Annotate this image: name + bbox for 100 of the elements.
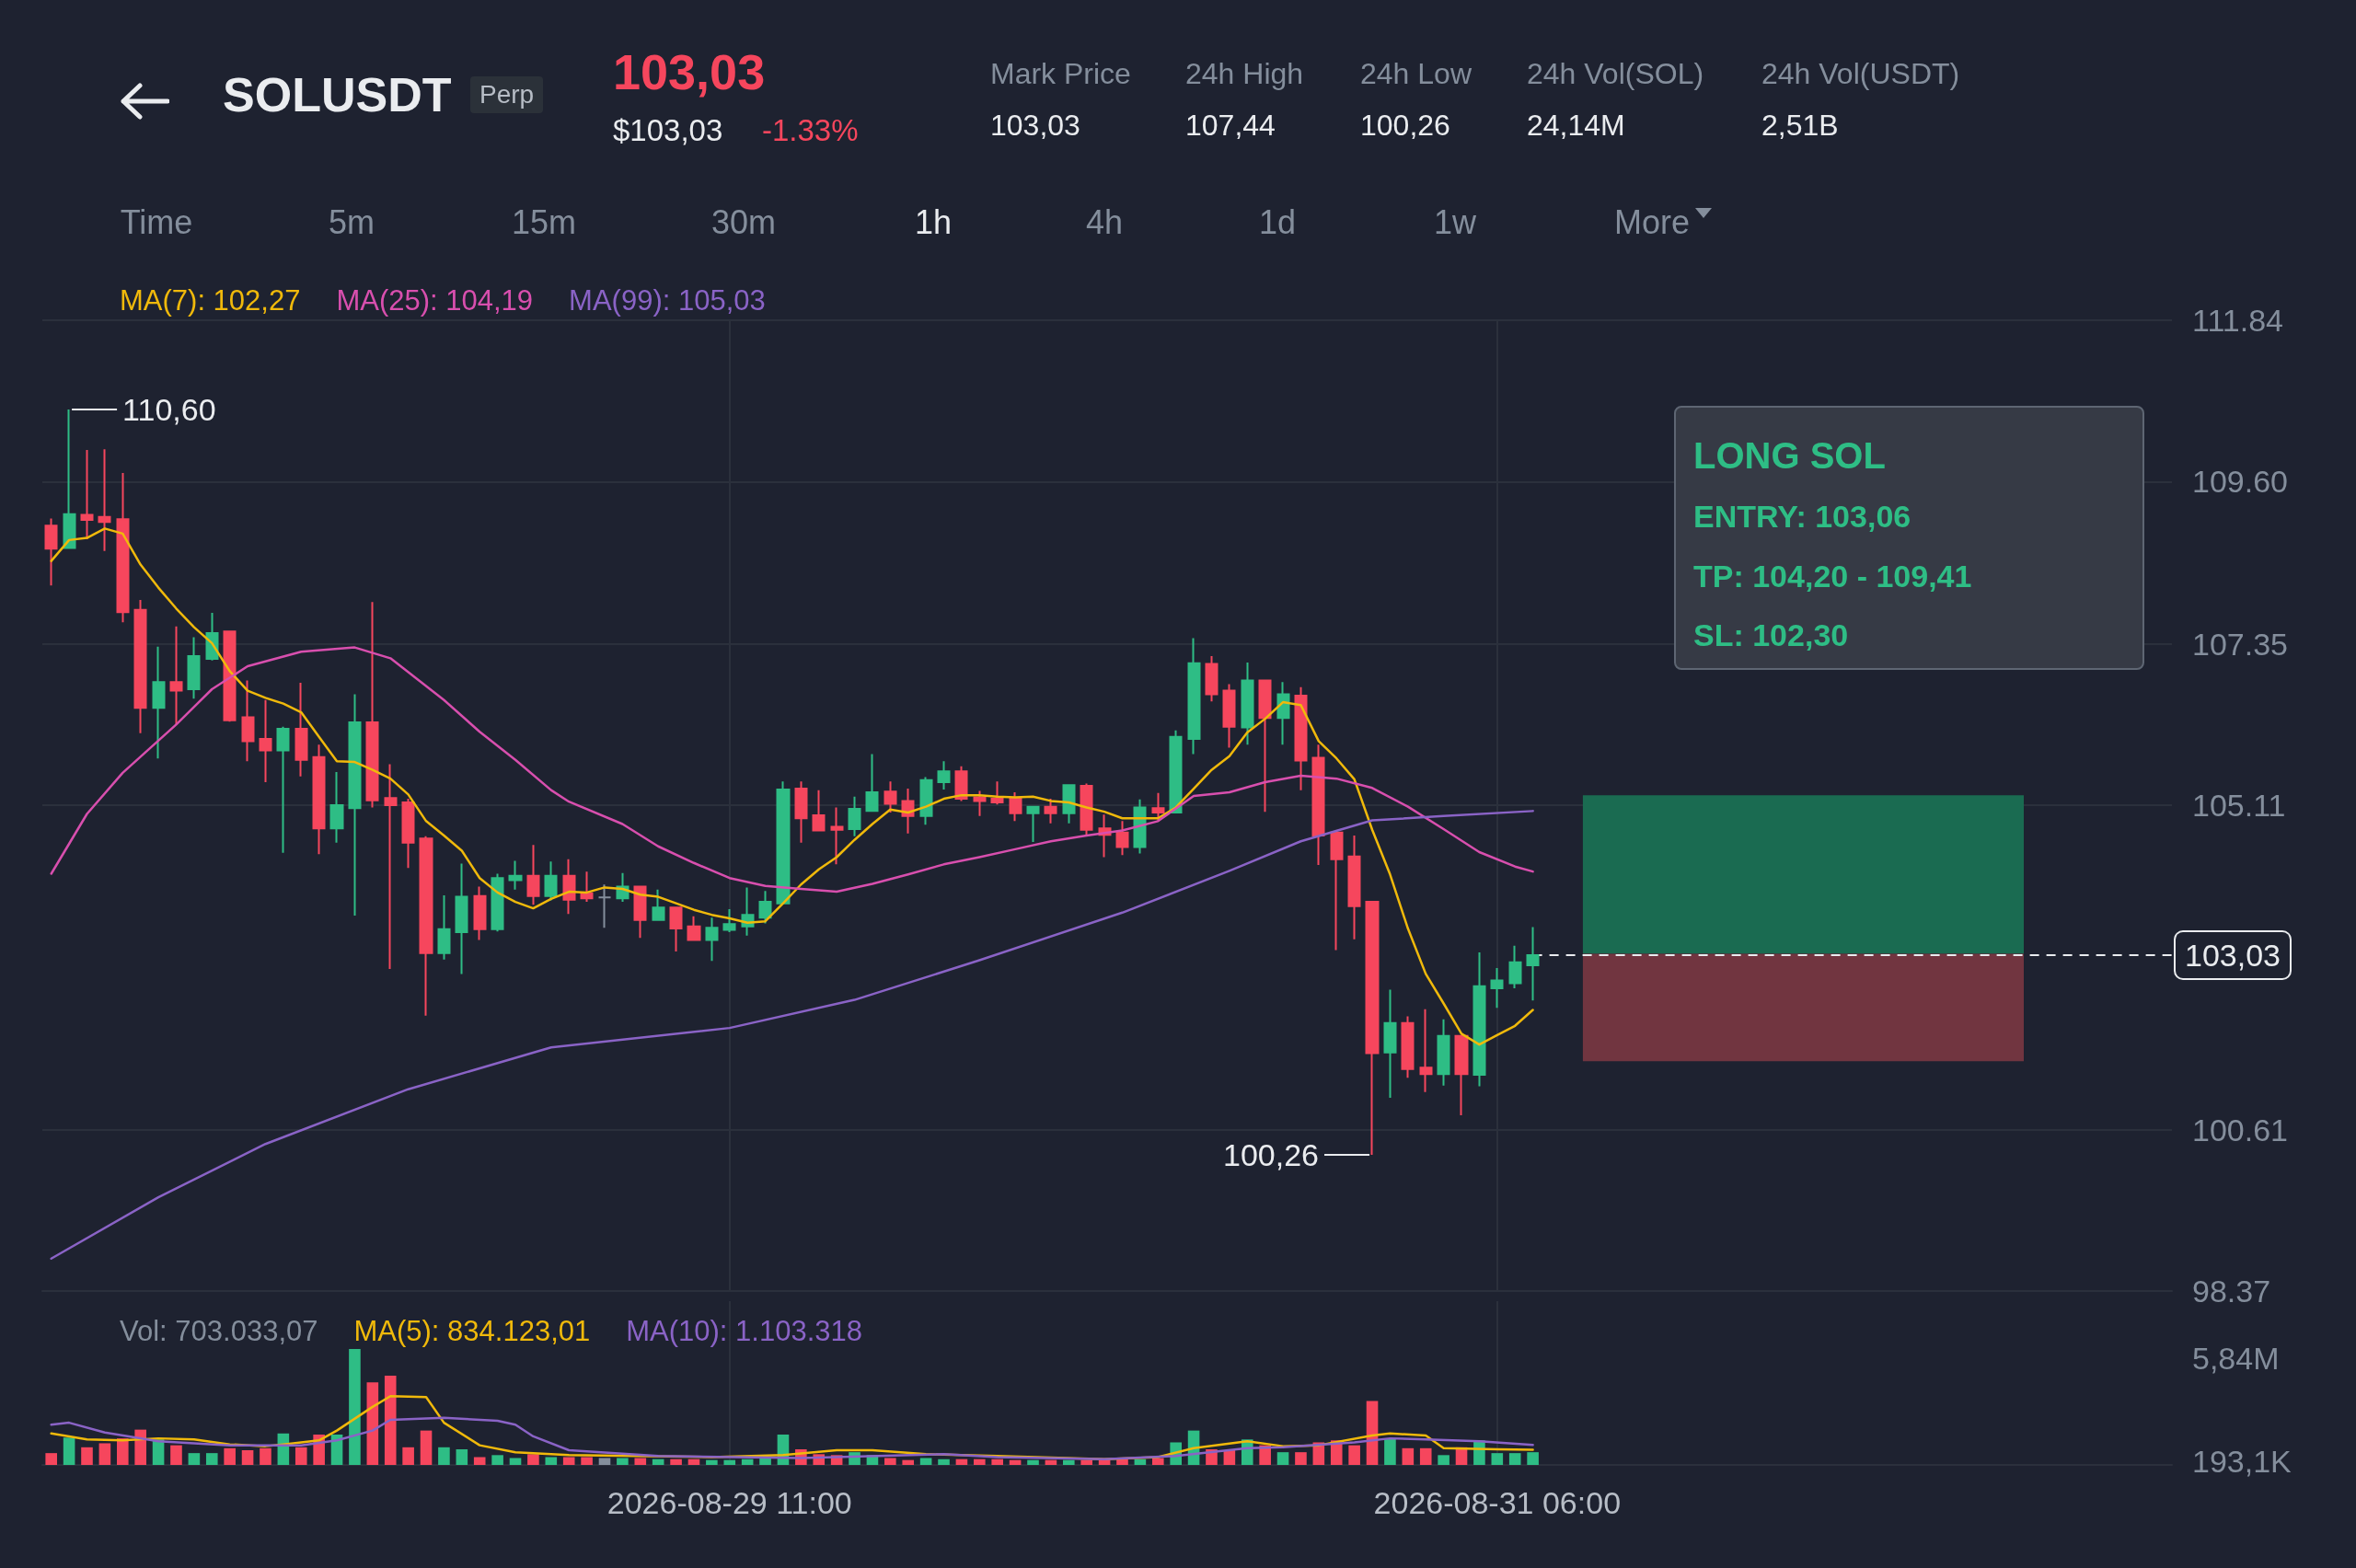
bar [1276,1452,1289,1465]
candlestick [491,872,504,933]
bar [652,1458,664,1465]
bar [1508,1453,1521,1465]
candlestick [794,780,808,844]
bar [349,1349,361,1465]
candlestick [259,698,272,784]
candlestick [1222,683,1236,749]
candlestick [1508,944,1522,990]
candlestick [848,795,861,837]
candlestick [1080,782,1093,837]
bar [884,1458,896,1465]
text: 5m [328,203,375,242]
annotation: 100,26 [1223,1136,1320,1172]
bar [473,1457,486,1465]
candlestick [865,753,879,813]
text: $103,03 [613,113,723,148]
candlestick [1383,988,1397,1100]
text: MA(25): 104,19 [336,284,534,317]
y-tick-label: 98.37 [2192,1274,2271,1309]
bar [545,1457,558,1465]
candlestick [954,765,968,802]
candlestick [526,844,540,906]
bar [438,1447,450,1465]
bar [1402,1447,1415,1465]
bar [634,1458,647,1465]
text: 24,14M [1527,108,1625,143]
candlestick [1205,654,1218,703]
bar [955,1458,968,1465]
text: Mark Price [990,56,1131,91]
candlestick [776,780,791,905]
bar [188,1453,201,1465]
candlestick [580,870,594,904]
text: 4h [1085,203,1124,242]
bar [902,1459,915,1465]
candlestick [1294,686,1308,791]
candlestick [63,409,76,549]
candlestick [884,780,897,813]
candlestick [44,517,58,587]
text: 24h Vol(SOL) [1527,56,1704,91]
bar [1295,1452,1307,1465]
candlestick [830,806,844,866]
candlestick [1009,791,1022,823]
x-tick-label: 2026-08-29 11:00 [606,1485,852,1520]
bar [1027,1459,1039,1465]
candlestick [1241,662,1254,746]
text: MA(99): 105,03 [569,284,766,317]
candlestick [1276,681,1290,746]
candlestick [812,789,826,832]
text: 107,44 [1185,108,1276,143]
bar [98,1443,111,1465]
bar [384,1375,397,1465]
text: 1w [1433,203,1477,242]
bar [562,1457,575,1465]
text: 24h High [1185,56,1304,91]
annotation: ENTRY: 103,06 [1693,499,1911,536]
candlestick [276,725,290,854]
bar [1080,1459,1092,1465]
y-tick-label: 109.60 [2192,464,2288,500]
candlestick [937,760,951,790]
candlestick [1419,1008,1433,1093]
candlestick [294,681,308,778]
bar [1045,1459,1057,1465]
line-series [50,810,1534,1261]
bar [45,1453,57,1465]
text: 103,03 [613,42,766,101]
bar [420,1430,433,1465]
text: MA(7): 102,27 [120,284,301,317]
bar [1384,1438,1396,1465]
candlestick [241,679,255,763]
bar [670,1458,682,1465]
bar [617,1458,629,1465]
y-tick-label: 107.35 [2192,626,2288,662]
bar [402,1447,414,1465]
candlestick [152,645,166,760]
text: MA(5): 834.123,01 [353,1315,591,1347]
candlestick [473,885,487,941]
bar [63,1437,75,1465]
bar [241,1449,254,1465]
candlestick [437,894,451,961]
candlestick [1115,820,1129,857]
bar [1116,1458,1128,1465]
x-tick-label: 2026-08-31 06:00 [1373,1485,1622,1520]
bar [491,1455,503,1465]
bar [598,1458,611,1465]
candlestick [508,859,523,891]
bar [723,1459,736,1465]
text: 1h [914,203,953,242]
annotation: SL: 102,30 [1693,617,1849,654]
annotation: LONG SOL [1693,434,1886,477]
annotation: 110,60 [122,392,216,428]
candlestick [1044,798,1057,824]
candlestick [562,858,576,916]
candlestick [652,888,665,921]
text: -1.33% [762,113,859,148]
ref-line-label: 103,03 [2185,938,2281,974]
line-series [50,1416,1534,1460]
bar [1491,1453,1504,1465]
text: More [1613,203,1691,242]
candlestick [1472,951,1486,1088]
